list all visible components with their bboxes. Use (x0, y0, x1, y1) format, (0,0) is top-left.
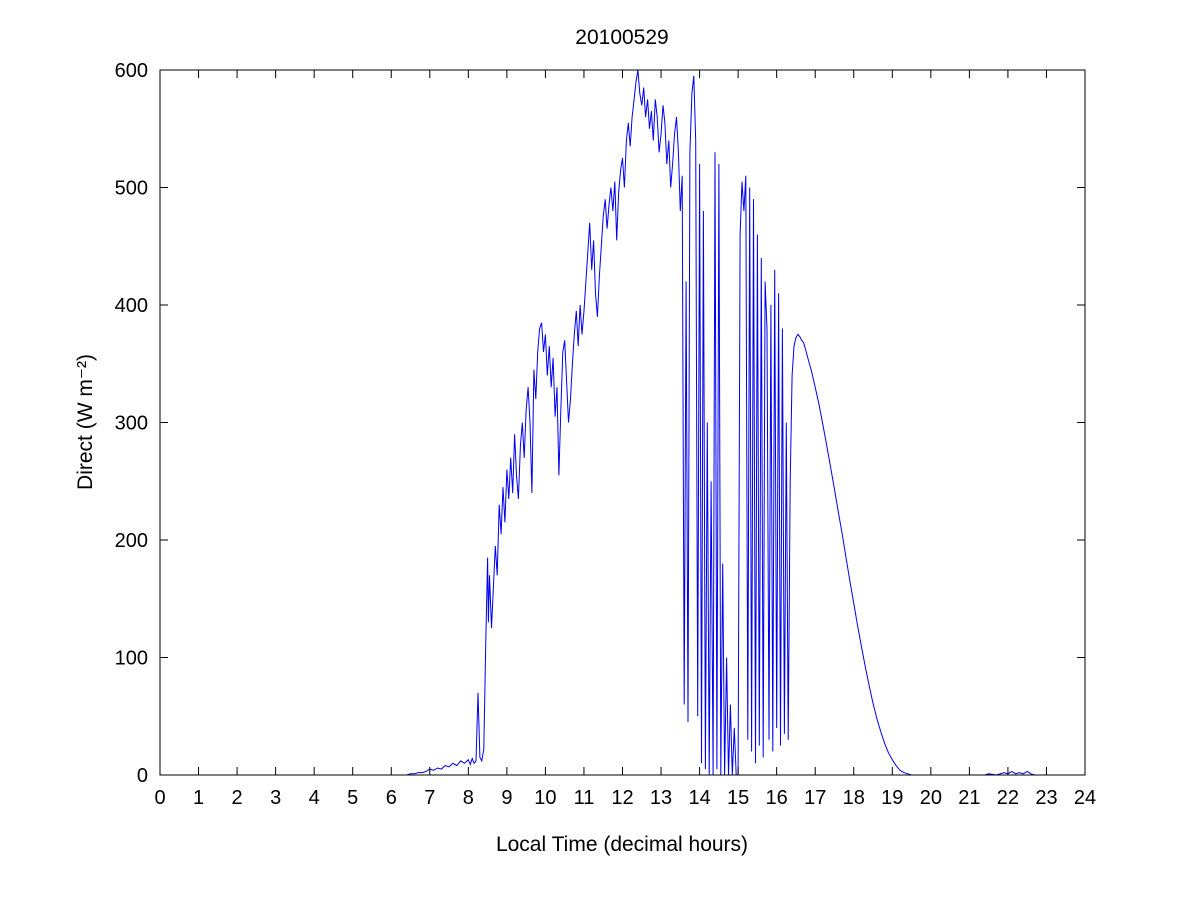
x-tick-label: 20 (920, 787, 942, 809)
x-tick-label: 10 (534, 787, 556, 809)
x-tick-label: 6 (386, 787, 397, 809)
y-tick-label: 0 (137, 765, 148, 787)
y-tick-label: 200 (115, 530, 148, 552)
x-tick-label: 5 (347, 787, 358, 809)
x-tick-label: 24 (1074, 787, 1096, 809)
y-tick-label: 600 (115, 60, 148, 82)
plot-border (159, 69, 1086, 776)
series-direct-irradiance (160, 69, 1085, 776)
x-tick-label: 14 (688, 787, 710, 809)
x-tick-label: 13 (650, 787, 672, 809)
x-tick-label: 4 (309, 787, 320, 809)
x-tick-label: 17 (804, 787, 826, 809)
x-tick-label: 3 (270, 787, 281, 809)
x-tick-label: 9 (501, 787, 512, 809)
x-tick-label: 7 (424, 787, 435, 809)
x-tick-label: 1 (193, 787, 204, 809)
y-axis-label: Direct (W m⁻²) (74, 354, 97, 490)
x-tick-label: 21 (958, 787, 980, 809)
x-tick-label: 22 (997, 787, 1019, 809)
x-tick-label: 16 (766, 787, 788, 809)
x-tick-label: 15 (727, 787, 749, 809)
x-tick-label: 18 (843, 787, 865, 809)
x-tick-label: 12 (611, 787, 633, 809)
x-tick-label: 19 (881, 787, 903, 809)
x-tick-label: 23 (1035, 787, 1057, 809)
x-tick-label: 2 (232, 787, 243, 809)
x-tick-label: 8 (463, 787, 474, 809)
y-tick-label: 400 (115, 295, 148, 317)
x-tick-label: 11 (574, 787, 595, 809)
chart-title: 20100529 (575, 26, 668, 49)
y-tick-label: 500 (115, 178, 148, 200)
plot-area: 0 1 2 3 4 5 6 7 8 9 10 11 12 13 14 15 16 17 18 19 20 21 22 23 24… (115, 60, 1097, 809)
x-axis-label: Local Time (decimal hours) (496, 833, 748, 856)
y-tick-label: 100 (115, 648, 148, 670)
y-tick-label: 300 (115, 413, 148, 435)
x-tick-label: 0 (154, 787, 165, 809)
